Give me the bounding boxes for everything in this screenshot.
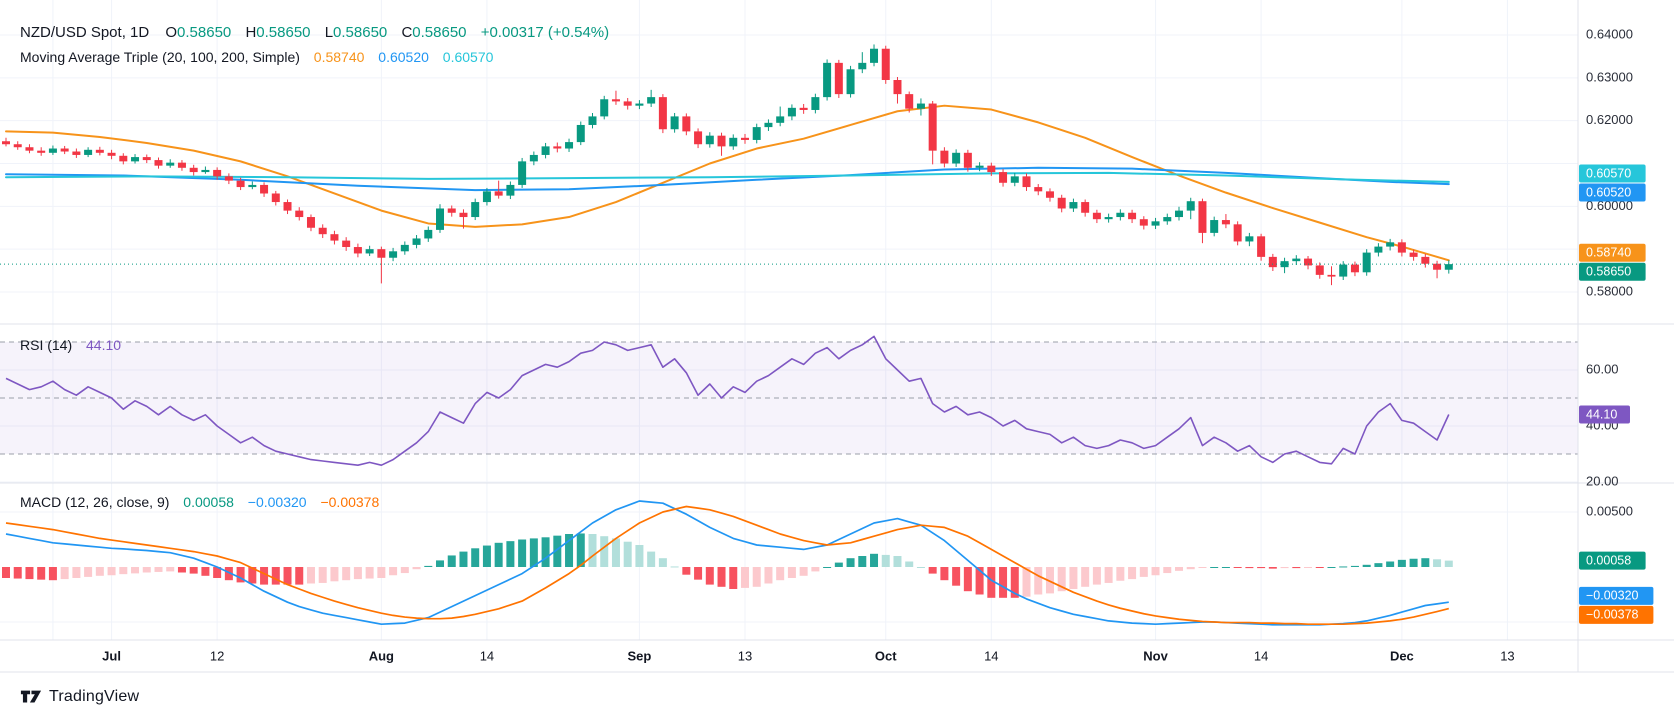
pane-borders xyxy=(0,0,1674,673)
svg-text:20.00: 20.00 xyxy=(1586,473,1619,488)
macd-hist-value: 0.00058 xyxy=(183,494,234,510)
svg-text:0.00058: 0.00058 xyxy=(1586,553,1631,567)
ohlc-low: L0.58650 xyxy=(324,24,388,41)
ma-legend: Moving Average Triple (20, 100, 200, Sim… xyxy=(20,49,503,65)
symbol-title: NZD/USD Spot, 1D xyxy=(20,24,150,41)
svg-text:0.62000: 0.62000 xyxy=(1586,112,1633,127)
svg-text:0.58650: 0.58650 xyxy=(1586,265,1631,279)
svg-text:0.60000: 0.60000 xyxy=(1586,198,1633,213)
ma20-value: 0.58740 xyxy=(313,49,365,65)
macd-indicator-label: MACD (12, 26, close, 9) xyxy=(20,494,170,510)
svg-text:0.63000: 0.63000 xyxy=(1586,69,1633,84)
svg-text:0.00500: 0.00500 xyxy=(1586,503,1633,518)
svg-text:13: 13 xyxy=(738,648,752,663)
ma20-line xyxy=(5,104,1450,262)
tradingview-logo[interactable]: TradingView xyxy=(20,686,139,708)
ma200-line xyxy=(5,171,1450,183)
rsi-band xyxy=(0,341,1578,455)
rsi-indicator-label: RSI (14) xyxy=(20,337,73,353)
time-axis[interactable]: Jul 12 Aug 14 Sep 13 Oct 14 Nov 14 Dec 13 xyxy=(102,648,1515,663)
tradingview-wordmark: TradingView xyxy=(49,688,140,705)
ma200-value: 0.60570 xyxy=(442,49,494,65)
svg-text:Aug: Aug xyxy=(369,648,394,663)
macd-lines xyxy=(5,500,1449,626)
svg-text:44.10: 44.10 xyxy=(1586,407,1617,421)
price-axis[interactable]: 0.64000 0.63000 0.62000 0.60000 0.58000 0.605… xyxy=(1579,26,1646,298)
rsi-legend: RSI (14) 44.10 xyxy=(20,337,131,353)
macd-axis[interactable]: 0.00500 0.00058 −0.00320 −0.00378 xyxy=(1579,503,1654,624)
svg-text:13: 13 xyxy=(1500,648,1514,663)
symbol-legend: NZD/USD Spot, 1D O0.58650 H0.58650 L0.58… xyxy=(20,24,619,41)
rsi-value: 44.10 xyxy=(86,337,122,353)
ohlc-open: O0.58650 xyxy=(165,24,232,41)
svg-text:0.58740: 0.58740 xyxy=(1586,246,1631,260)
svg-text:0.60520: 0.60520 xyxy=(1586,185,1631,199)
ohlc-high: H0.58650 xyxy=(245,24,311,41)
rsi-line xyxy=(5,335,1450,467)
svg-text:14: 14 xyxy=(1254,648,1268,663)
gridlines xyxy=(0,0,1578,640)
change-value: +0.00317 (+0.54%) xyxy=(480,24,610,41)
svg-text:Oct: Oct xyxy=(875,648,897,663)
tradingview-icon xyxy=(20,690,42,703)
svg-text:Sep: Sep xyxy=(627,648,651,663)
svg-text:−0.00378: −0.00378 xyxy=(1586,608,1639,622)
svg-text:12: 12 xyxy=(210,648,224,663)
svg-text:60.00: 60.00 xyxy=(1586,361,1619,376)
svg-text:14: 14 xyxy=(984,648,998,663)
ma-indicator-label: Moving Average Triple (20, 100, 200, Sim… xyxy=(20,49,300,65)
svg-text:0.58000: 0.58000 xyxy=(1586,283,1633,298)
macd-line-value: −0.00320 xyxy=(247,494,307,510)
svg-text:Jul: Jul xyxy=(102,648,121,663)
macd-signal-value: −0.00378 xyxy=(320,494,380,510)
ohlc-close: C0.58650 xyxy=(401,24,467,41)
macd-histogram xyxy=(2,533,1453,598)
svg-text:14: 14 xyxy=(480,648,494,663)
svg-text:−0.00320: −0.00320 xyxy=(1586,589,1639,603)
svg-text:Dec: Dec xyxy=(1390,648,1414,663)
svg-text:Nov: Nov xyxy=(1143,648,1168,663)
macd-legend: MACD (12, 26, close, 9) 0.00058 −0.00320… xyxy=(20,494,389,510)
svg-text:0.60570: 0.60570 xyxy=(1586,166,1631,180)
candles-layer xyxy=(2,44,1453,286)
ma100-line xyxy=(5,166,1450,192)
ma100-value: 0.60520 xyxy=(378,49,429,65)
svg-text:0.64000: 0.64000 xyxy=(1586,26,1633,41)
